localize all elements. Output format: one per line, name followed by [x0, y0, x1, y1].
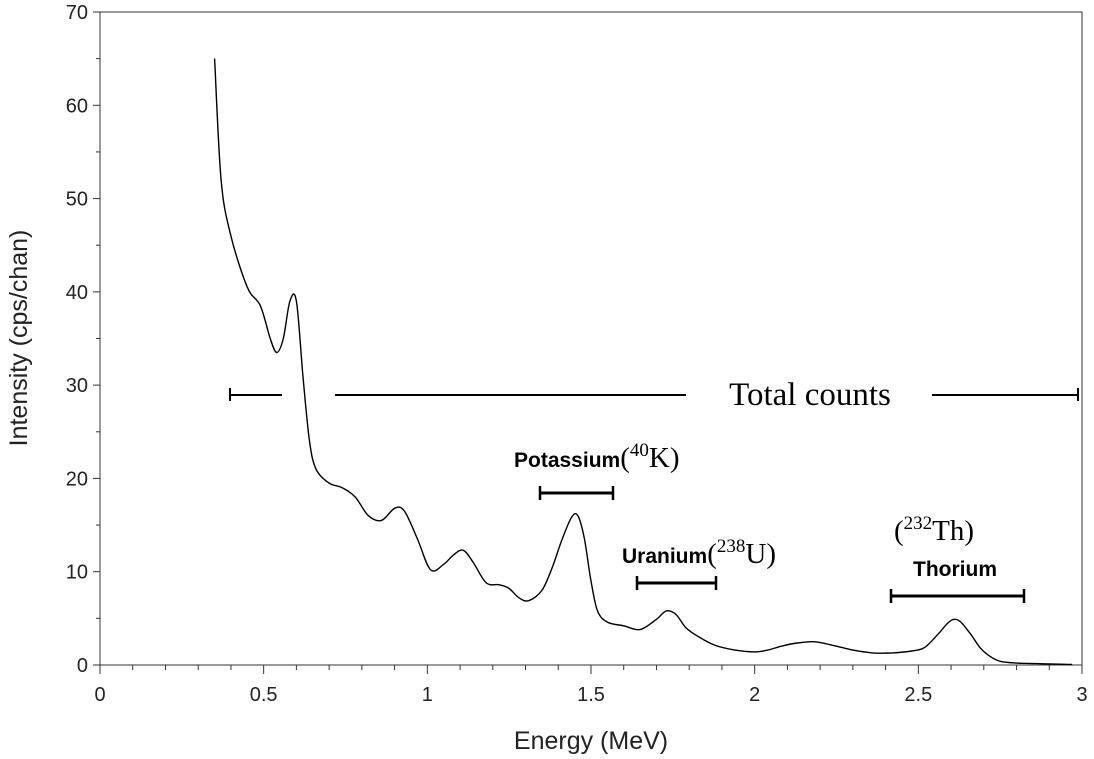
thorium-mass: 232	[904, 513, 933, 534]
y-tick-label: 20	[66, 468, 88, 490]
x-tick-label: 2.5	[904, 684, 932, 706]
uranium-symbol: U	[745, 538, 766, 570]
y-tick-label: 10	[66, 562, 88, 584]
potassium-name: Potassium	[514, 449, 620, 472]
potassium-symbol: K	[649, 442, 670, 474]
uranium-annotation: Uranium(238U)	[622, 536, 776, 590]
potassium-label: Potassium(40K)	[514, 440, 680, 474]
x-tick-label: 1	[422, 684, 433, 706]
uranium-mass: 238	[717, 536, 746, 557]
x-tick-label: 2	[749, 684, 760, 706]
y-axis-title: Intensity (cps/chan)	[5, 230, 33, 447]
thorium-isotope-label: (232Th)	[894, 513, 974, 547]
y-tick-label: 60	[66, 95, 88, 117]
potassium-mass: 40	[630, 440, 649, 461]
uranium-name: Uranium	[622, 545, 707, 568]
uranium-paren-close: )	[766, 538, 776, 570]
x-axis-ticks: 0 0.5 1 1.5 2 2.5 3	[94, 665, 1088, 706]
thorium-paren-close: )	[964, 515, 974, 547]
x-tick-label: 1.5	[577, 684, 605, 706]
total-counts-annotation: Total counts	[229, 377, 1079, 413]
x-tick-label: 0.5	[250, 684, 278, 706]
uranium-paren-open: (	[707, 538, 717, 570]
total-counts-label: Total counts	[729, 377, 891, 413]
y-axis-ticks: 0 10 20 30 40 50 60 70	[66, 2, 100, 677]
thorium-paren-open: (	[894, 515, 904, 547]
potassium-paren-close: )	[670, 442, 680, 474]
y-tick-label: 50	[66, 189, 88, 211]
uranium-label: Uranium(238U)	[622, 536, 776, 570]
x-tick-label: 3	[1076, 684, 1087, 706]
y-tick-label: 30	[66, 375, 88, 397]
thorium-symbol: Th	[932, 515, 965, 547]
potassium-paren-open: (	[620, 442, 630, 474]
thorium-annotation: (232Th) Thorium	[889, 513, 1026, 603]
y-tick-label: 70	[66, 2, 88, 24]
x-tick-label: 0	[94, 684, 105, 706]
y-tick-label: 0	[77, 655, 88, 677]
thorium-name: Thorium	[913, 558, 997, 581]
x-axis-title: Energy (MeV)	[514, 727, 668, 755]
potassium-annotation: Potassium(40K)	[514, 440, 680, 500]
y-tick-label: 40	[66, 282, 88, 304]
spectrum-line	[213, 58, 1073, 666]
